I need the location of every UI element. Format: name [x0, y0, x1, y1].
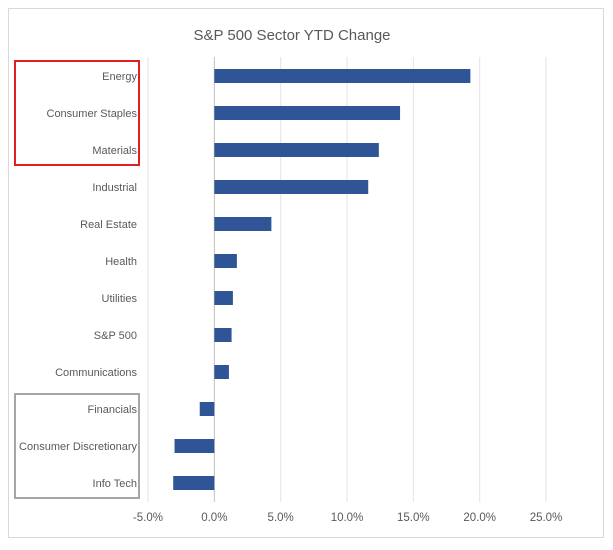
bar-consumer-discretionary — [174, 439, 215, 453]
bar-utilities — [214, 291, 233, 305]
x-tick-label: 5.0% — [268, 512, 294, 524]
highlight-box-top-sectors — [14, 60, 140, 166]
category-label: Materials — [92, 145, 137, 157]
bar-health — [214, 254, 237, 268]
chart-area — [8, 8, 604, 538]
bar-financials — [199, 402, 215, 416]
x-tick-label: 15.0% — [397, 512, 430, 524]
category-label: Energy — [102, 71, 137, 83]
category-label: Financials — [87, 404, 137, 416]
category-label: Industrial — [92, 182, 137, 194]
category-label: Consumer Staples — [47, 108, 138, 120]
category-label: Real Estate — [80, 219, 137, 231]
category-label: Communications — [55, 367, 137, 379]
x-axis-tick-labels: -5.0% 0.0% 5.0% 10.0% 15.0% 20.0% 25.0% — [133, 512, 562, 524]
bar-real-estate — [214, 217, 272, 231]
category-label: Info Tech — [93, 478, 137, 490]
bars — [173, 69, 471, 490]
category-label: Utilities — [102, 293, 138, 305]
x-tick-label: -5.0% — [133, 512, 163, 524]
bar-consumer-staples — [214, 106, 401, 120]
x-tick-label: 0.0% — [201, 512, 227, 524]
x-tick-label: 10.0% — [331, 512, 364, 524]
bar-energy — [214, 69, 471, 83]
highlight-box-bottom-sectors — [14, 393, 140, 499]
category-label: S&P 500 — [94, 330, 137, 342]
bar-communications — [214, 365, 229, 379]
bar-industrial — [214, 180, 369, 194]
highlight-boxes — [14, 60, 140, 499]
bar-s-p-500 — [214, 328, 232, 342]
bar-info-tech — [173, 476, 215, 490]
chart-title: S&P 500 Sector YTD Change — [193, 27, 390, 44]
x-tick-label: 25.0% — [530, 512, 563, 524]
gridlines — [147, 57, 547, 502]
bar-materials — [214, 143, 379, 157]
category-labels: Energy Consumer Staples Materials Industria… — [19, 71, 137, 490]
category-label: Health — [105, 256, 137, 268]
x-tick-label: 20.0% — [463, 512, 496, 524]
category-label: Consumer Discretionary — [19, 441, 137, 453]
